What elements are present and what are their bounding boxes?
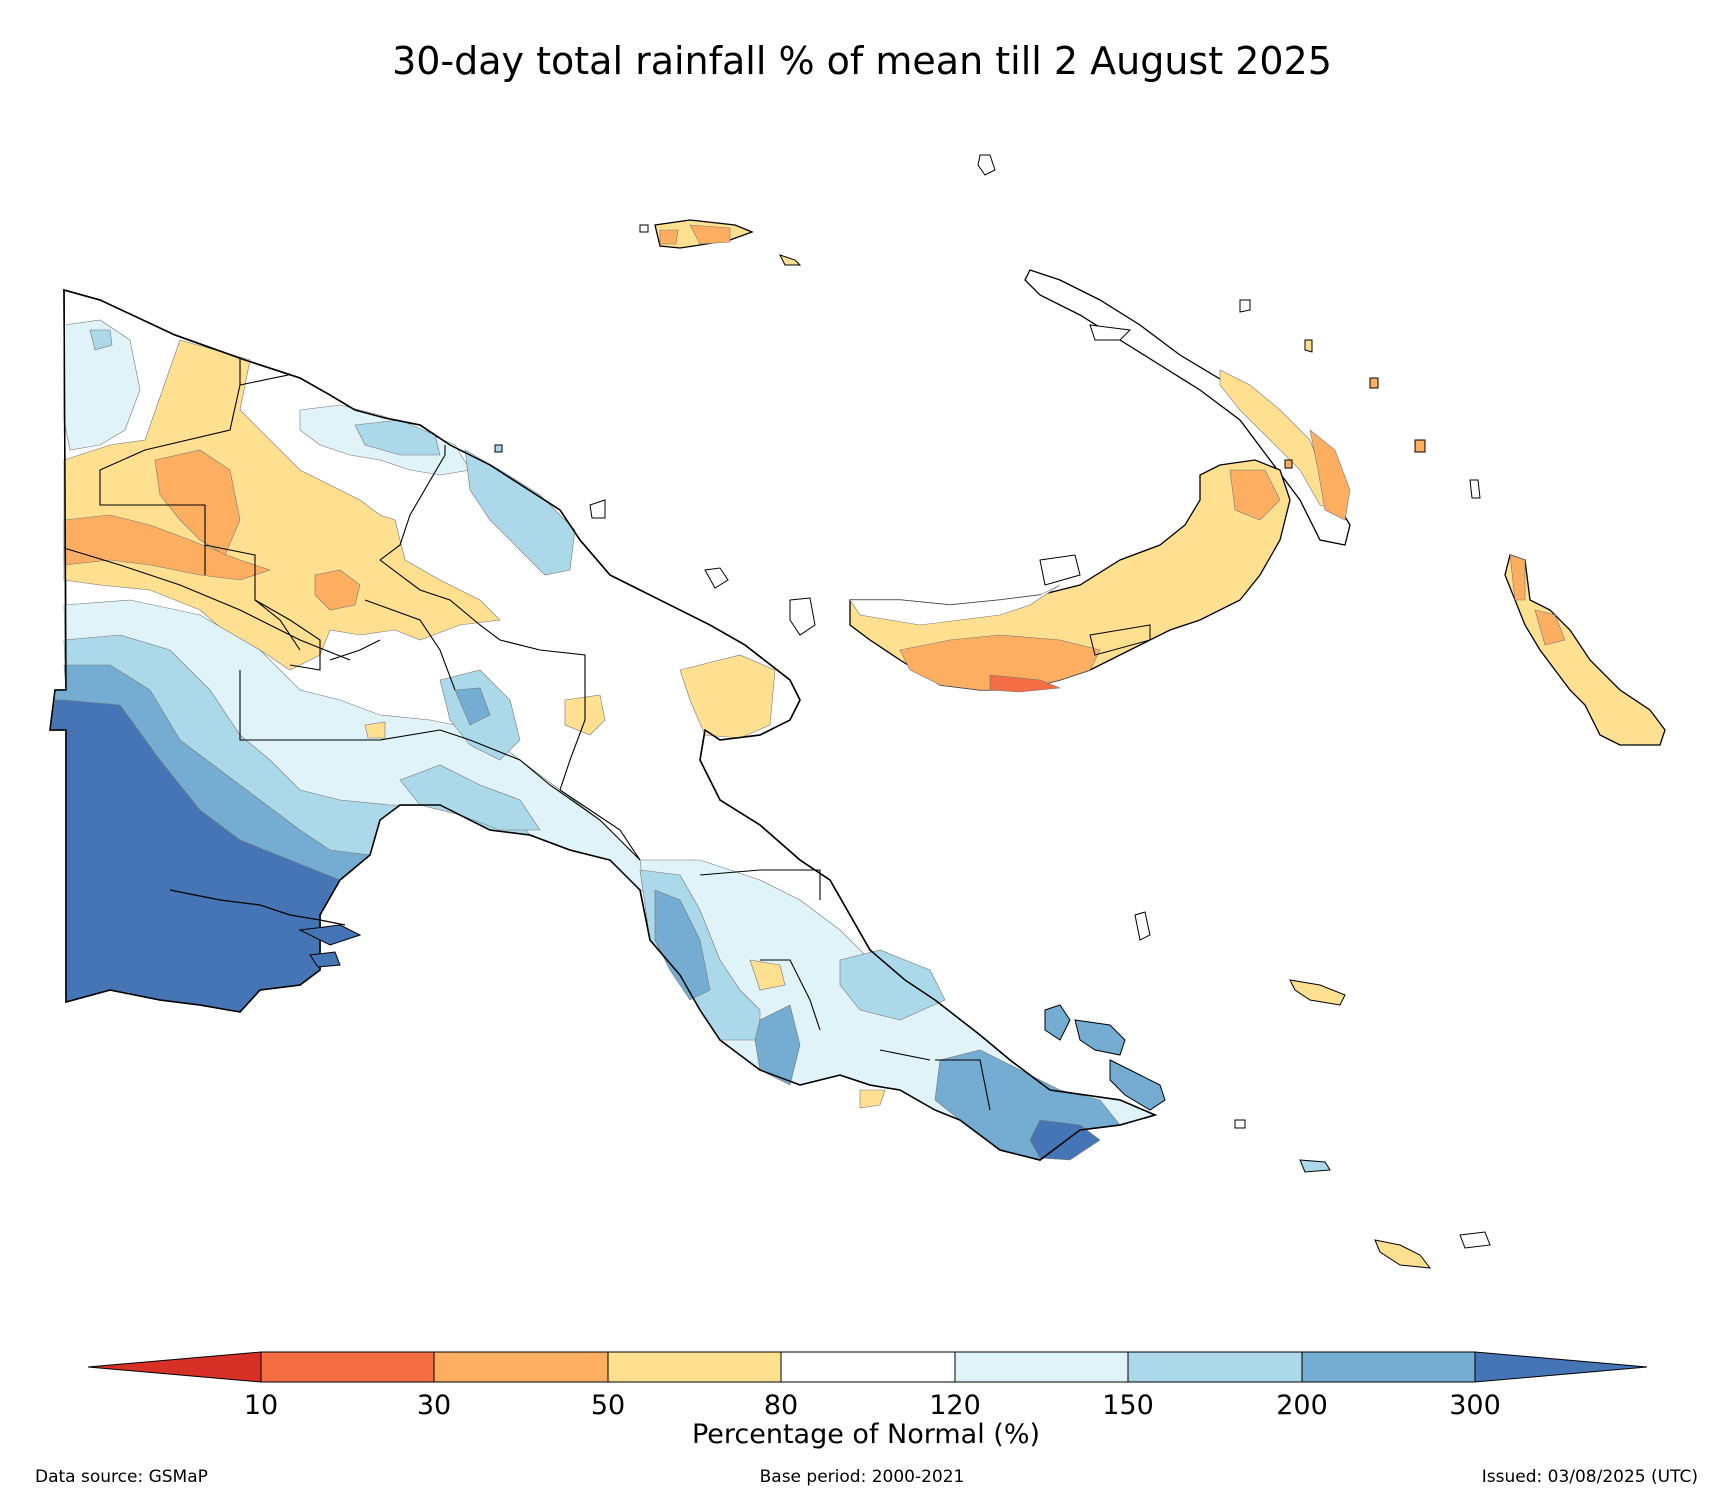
colorbar-tick-label: 80 <box>764 1390 798 1421</box>
wet-patch-central-2 <box>454 687 491 726</box>
mainland-png <box>49 289 1158 1161</box>
dry-patch-tail-2 <box>859 1089 886 1109</box>
colorbar-tick-label: 200 <box>1276 1390 1328 1421</box>
data-source-note: Data source: GSMaP <box>35 1467 208 1487</box>
colorbar-segment-80-120 <box>780 1351 956 1383</box>
colorbar: 10 30 50 80 120 150 200 300 Percentage o… <box>87 1351 1648 1450</box>
dry-patch-oro <box>679 654 776 739</box>
province-boundaries <box>63 358 991 1111</box>
colorbar-tick-label: 10 <box>244 1390 278 1421</box>
colorbar-segment-30-50 <box>433 1351 609 1383</box>
colorbar-segment-10-30 <box>260 1351 435 1383</box>
fly-river-estuary <box>169 889 346 926</box>
wet-tail-strong-2 <box>754 1004 801 1086</box>
mainland-coastline <box>49 289 1158 1161</box>
wet-tail-strong <box>654 889 711 1001</box>
colorbar-tick-label: 150 <box>1102 1390 1154 1421</box>
issued-date-note: Issued: 03/08/2025 (UTC) <box>1481 1467 1698 1487</box>
bougainville <box>1504 554 1666 746</box>
colorbar-label: Percentage of Normal (%) <box>692 1419 1040 1450</box>
dry-patch-small <box>364 721 386 739</box>
colorbar-segment-150-200 <box>1127 1351 1303 1383</box>
manus-island <box>654 219 802 266</box>
small-islets <box>494 154 1481 1129</box>
moderate-dry-central <box>154 449 241 556</box>
milne-bay-islands <box>1044 979 1491 1269</box>
map-title: 30-day total rainfall % of mean till 2 A… <box>392 39 1332 83</box>
base-period-note: Base period: 2000-2021 <box>759 1467 965 1487</box>
colorbar-tick-label: 120 <box>929 1390 981 1421</box>
colorbar-tick-label: 30 <box>417 1390 451 1421</box>
moderate-dry-patch <box>314 569 361 611</box>
colorbar-upper-extend <box>1474 1351 1648 1383</box>
colorbar-segment-200-300 <box>1301 1351 1476 1383</box>
wet-patch-nw-small <box>89 329 113 351</box>
wet-patch-north-coast <box>464 449 576 576</box>
colorbar-tick-label: 50 <box>591 1390 625 1421</box>
wet-patch-northwest <box>63 319 141 451</box>
new-ireland <box>1024 269 1351 546</box>
wet-tail-east-mid <box>839 949 946 1021</box>
wet-patch-north-2 <box>354 419 441 456</box>
dry-patch-tail <box>749 959 786 991</box>
wet-patch-coast-south <box>399 764 541 831</box>
colorbar-lower-extend <box>87 1351 262 1383</box>
estuary-islands <box>298 924 362 968</box>
colorbar-segment-120-150 <box>954 1351 1129 1383</box>
colorbar-segment-50-80 <box>607 1351 782 1383</box>
colorbar-tick-label: 300 <box>1449 1390 1501 1421</box>
new-britain <box>849 459 1291 693</box>
